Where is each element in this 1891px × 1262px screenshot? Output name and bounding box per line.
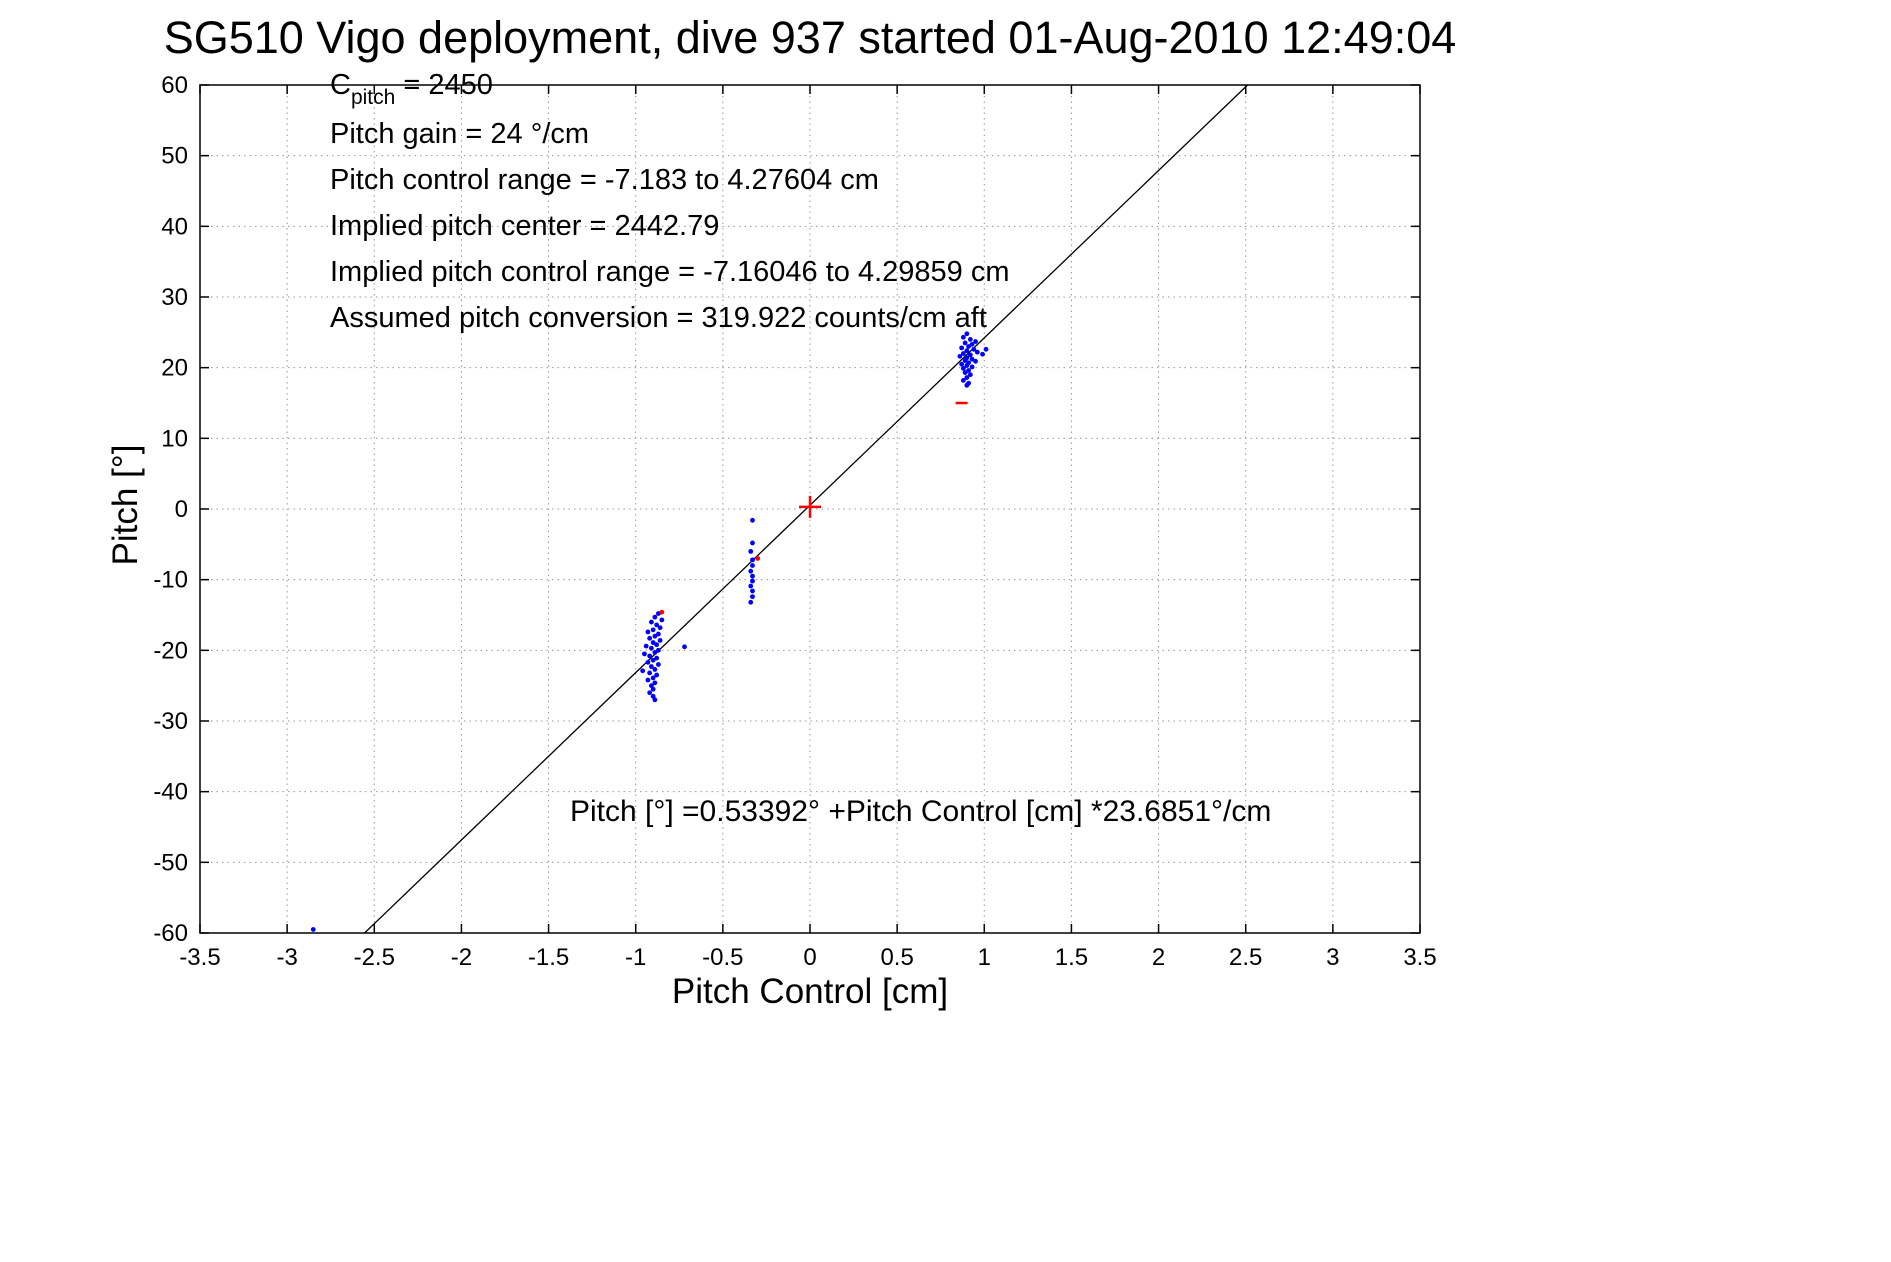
- annotation-pitch-control-range: Pitch control range = -7.183 to 4.27604 …: [330, 164, 879, 196]
- svg-text:3.5: 3.5: [1403, 944, 1436, 971]
- annotation-pitch-gain: Pitch gain = 24 °/cm: [330, 118, 590, 150]
- fit-equation-label: Pitch [°] =0.53392° +Pitch Control [cm] …: [570, 795, 1272, 828]
- svg-text:-30: -30: [153, 708, 188, 735]
- svg-text:0.5: 0.5: [880, 944, 913, 971]
- annotation-implied-pitch-control-range: Implied pitch control range = -7.16046 t…: [330, 256, 1010, 288]
- scatter-series-observed: [310, 331, 989, 932]
- svg-text:-3.5: -3.5: [179, 944, 220, 971]
- tick-marks: [199, 84, 1421, 934]
- annotation-implied-pitch-center: Implied pitch center = 2442.79: [330, 210, 720, 242]
- svg-text:2.5: 2.5: [1229, 944, 1262, 971]
- scatter-series-flagged: [659, 401, 968, 615]
- svg-text:40: 40: [161, 213, 188, 240]
- svg-text:-20: -20: [153, 637, 188, 664]
- svg-text:-60: -60: [153, 920, 188, 947]
- svg-text:10: 10: [161, 425, 188, 452]
- svg-text:-1.5: -1.5: [528, 944, 569, 971]
- y-axis-label: Pitch [°]: [106, 444, 145, 566]
- annotation-cpitch: Cpitch = 2450: [330, 62, 1010, 111]
- svg-text:2: 2: [1152, 944, 1165, 971]
- svg-text:-2.5: -2.5: [354, 944, 395, 971]
- svg-text:-10: -10: [153, 567, 188, 594]
- svg-text:50: 50: [161, 143, 188, 170]
- cpitch-value: = 2450: [395, 69, 493, 101]
- svg-text:-0.5: -0.5: [702, 944, 743, 971]
- svg-text:1: 1: [978, 944, 991, 971]
- cpitch-base: C: [330, 69, 351, 101]
- svg-text:-1: -1: [625, 944, 646, 971]
- svg-text:30: 30: [161, 284, 188, 311]
- annotation-block: Cpitch = 2450 Pitch gain = 24 °/cm Pitch…: [330, 62, 1010, 341]
- tick-labels: -3.5 -3 -2.5 -2 -1.5 -1 -0.5 0 0.5 1 1.5 2 2.5 3 3.5 -6…: [153, 72, 1436, 971]
- svg-text:-40: -40: [153, 779, 188, 806]
- svg-text:-50: -50: [153, 849, 188, 876]
- annotation-assumed-pitch-conversion: Assumed pitch conversion = 319.922 count…: [330, 302, 987, 334]
- svg-text:60: 60: [161, 72, 188, 99]
- chart-title: SG510 Vigo deployment, dive 937 started …: [163, 12, 1457, 63]
- svg-text:1.5: 1.5: [1055, 944, 1088, 971]
- x-axis-label: Pitch Control [cm]: [671, 972, 949, 1011]
- svg-text:0: 0: [803, 944, 816, 971]
- svg-text:20: 20: [161, 355, 188, 382]
- svg-text:3: 3: [1326, 944, 1339, 971]
- svg-text:-2: -2: [451, 944, 472, 971]
- cpitch-subscript: pitch: [350, 86, 396, 109]
- svg-text:0: 0: [175, 496, 188, 523]
- svg-text:-3: -3: [276, 944, 297, 971]
- fit-line: [364, 84, 1249, 934]
